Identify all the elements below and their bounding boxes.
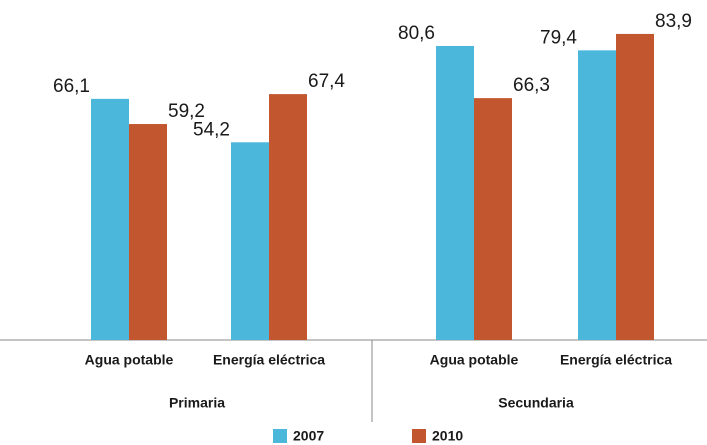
bar xyxy=(578,50,616,340)
data-label: 79,4 xyxy=(540,27,577,48)
x-tick-label: Energía eléctrica xyxy=(560,352,672,368)
x-tick-label: Agua potable xyxy=(430,352,519,368)
bar xyxy=(269,94,307,340)
data-label: 66,1 xyxy=(53,76,90,97)
data-label: 54,2 xyxy=(193,119,230,140)
group-label: Primaria xyxy=(169,395,225,411)
bar xyxy=(474,98,512,340)
bar xyxy=(129,124,167,340)
data-label: 59,2 xyxy=(168,101,205,122)
legend-swatch xyxy=(412,429,426,443)
bar xyxy=(231,142,269,340)
x-tick-label: Agua potable xyxy=(85,352,174,368)
legend-label: 2007 xyxy=(293,428,324,444)
data-label: 67,4 xyxy=(308,71,345,92)
bar xyxy=(436,45,474,340)
bar xyxy=(91,98,129,340)
group-label: Secundaria xyxy=(498,395,574,411)
x-tick-label: Energía eléctrica xyxy=(213,352,325,368)
bar xyxy=(616,33,654,341)
data-label: 66,3 xyxy=(513,75,550,96)
data-label: 83,9 xyxy=(655,11,692,32)
legend-label: 2010 xyxy=(432,428,463,444)
legend-swatch xyxy=(273,429,287,443)
data-label: 80,6 xyxy=(398,23,435,44)
